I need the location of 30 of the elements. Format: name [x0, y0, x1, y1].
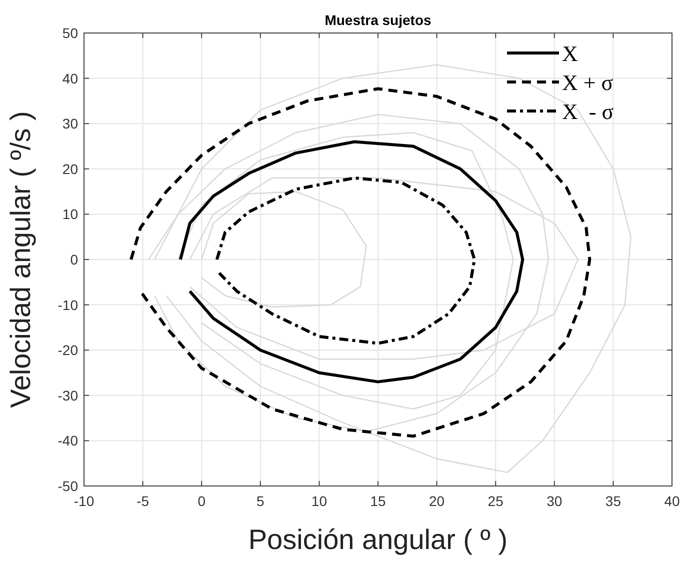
- legend-label: X + σ: [562, 70, 614, 95]
- y-tick-label: -40: [58, 432, 78, 449]
- x-tick-label: 5: [256, 493, 264, 509]
- y-tick-label: -20: [58, 342, 78, 358]
- x-tick-label: 35: [605, 493, 622, 509]
- x-tick-label: 25: [488, 493, 504, 509]
- x-tick-label: 0: [198, 493, 206, 509]
- y-tick-label: -10: [58, 296, 78, 313]
- y-tick-label: 40: [62, 70, 78, 86]
- line-series: [215, 176, 476, 345]
- x-tick-label: 40: [664, 493, 680, 509]
- y-tick-label: 20: [62, 160, 78, 177]
- x-tick-label: 15: [370, 493, 386, 509]
- x-tick-label: 10: [311, 493, 328, 509]
- y-tick-label: 10: [62, 206, 78, 222]
- x-tick-label: 30: [546, 493, 562, 509]
- line-series: [178, 140, 524, 384]
- y-tick-label: 50: [62, 25, 78, 41]
- y-tick-label: 0: [70, 252, 78, 268]
- legend-label: X - σ: [562, 99, 614, 124]
- x-tick-label: 20: [429, 493, 445, 509]
- legend-label: X: [562, 41, 578, 66]
- x-tick-label: -5: [136, 493, 150, 509]
- chart-title: Muestra sujetos: [324, 12, 432, 28]
- y-tick-label: -50: [58, 478, 78, 494]
- y-tick-label: -30: [58, 387, 78, 404]
- y-axis-title: Velocidad angular ( º/s ): [5, 111, 36, 408]
- y-tick-label: 30: [62, 116, 78, 132]
- x-tick-label: -10: [74, 493, 94, 509]
- x-axis-title: Posición angular ( º ): [248, 524, 508, 555]
